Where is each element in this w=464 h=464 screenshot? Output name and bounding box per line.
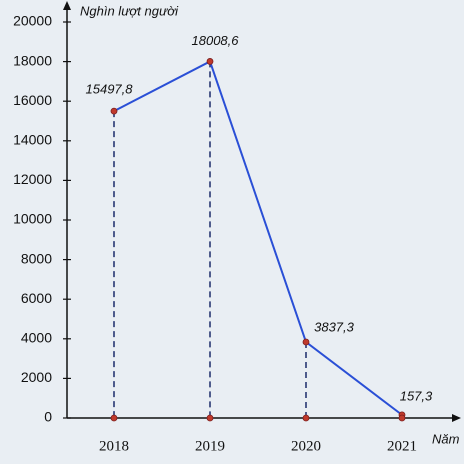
y-tick-label: 12000 (13, 171, 52, 187)
y-tick-label: 2000 (21, 369, 52, 385)
y-tick-label: 10000 (13, 211, 52, 227)
base-dot (302, 414, 310, 422)
line (113, 60, 403, 416)
y-axis-arrow (63, 1, 71, 10)
y-tick-label: 20000 (13, 13, 52, 29)
point (110, 107, 118, 115)
base-dot (398, 414, 406, 422)
x-tick-label: 2018 (99, 438, 129, 454)
y-tick-label: 14000 (13, 132, 52, 148)
point (206, 58, 214, 65)
y-tick-label: 0 (44, 409, 52, 425)
value-label: 15497,8 (86, 82, 134, 97)
y-tick-label: 6000 (21, 290, 52, 306)
x-tick-label: 2021 (387, 438, 417, 454)
x-axis-arrow (452, 414, 461, 422)
y-tick-label: 4000 (21, 330, 52, 346)
y-tick-label: 16000 (13, 92, 52, 108)
base-dot (110, 414, 118, 422)
value-label: 3837,3 (314, 319, 355, 334)
y-tick-label: 8000 (21, 250, 52, 266)
x-tick-label: 2019 (195, 438, 225, 454)
x-axis-label: Năm (432, 431, 460, 446)
y-axis-label: Nghìn lượt người (80, 3, 179, 18)
base-dot (206, 414, 214, 422)
y-tick-label: 18000 (13, 52, 52, 68)
point (302, 338, 310, 346)
value-label: 157,3 (400, 388, 433, 403)
x-tick-label: 2020 (291, 438, 321, 454)
value-label: 18008,6 (192, 33, 240, 48)
